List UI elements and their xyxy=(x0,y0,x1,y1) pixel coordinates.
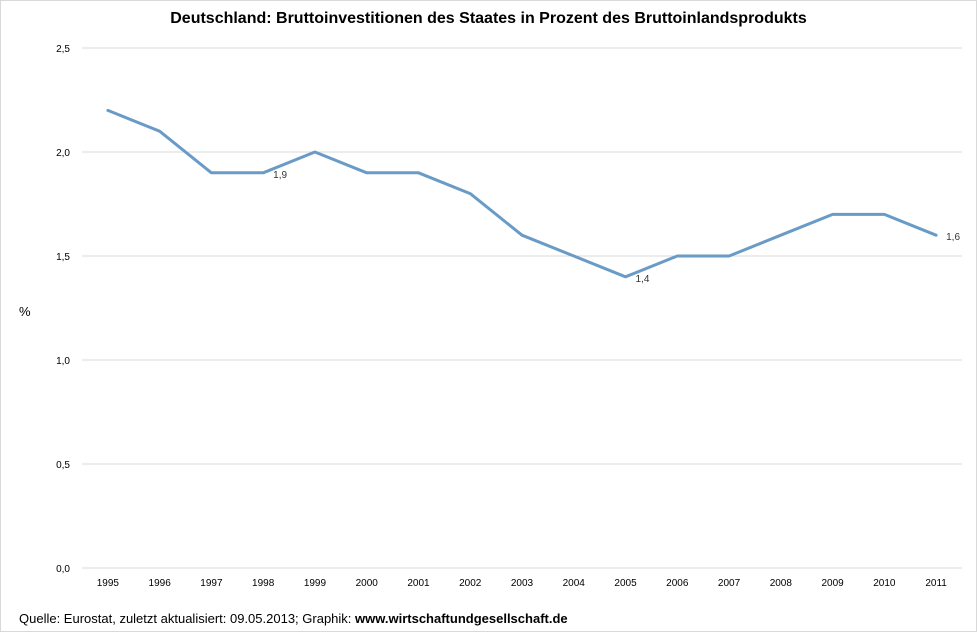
source-prefix: Quelle: Eurostat, zuletzt aktualisiert: … xyxy=(19,611,356,626)
y-tick-label: 1,0 xyxy=(56,356,70,367)
x-tick-label: 2011 xyxy=(925,578,947,589)
gridlines xyxy=(82,47,962,569)
y-tick-label: 1,5 xyxy=(56,252,70,263)
x-tick-labels: 1995 1996 1997 1998 1999 2000 2001 2002 2003 2004… xyxy=(97,578,948,589)
series-line xyxy=(106,108,938,279)
source-note: Quelle: Eurostat, zuletzt aktualisiert: … xyxy=(19,611,568,626)
x-tick-label: 1996 xyxy=(149,578,172,589)
y-axis-label: % xyxy=(19,304,31,319)
y-tick-labels: 0,0 0,5 1,0 1,5 2,0 2,5 xyxy=(56,44,70,575)
data-label: 1,6 xyxy=(946,232,960,243)
x-tick-label: 2004 xyxy=(563,578,586,589)
x-tick-label: 2010 xyxy=(873,578,896,589)
x-tick-label: 1995 xyxy=(97,578,120,589)
x-tick-label: 2007 xyxy=(718,578,741,589)
x-tick-label: 2006 xyxy=(666,578,689,589)
x-tick-label: 2001 xyxy=(407,578,430,589)
x-tick-label: 2002 xyxy=(459,578,482,589)
y-tick-label: 2,0 xyxy=(56,148,70,159)
chart-title: Deutschland: Bruttoinvestitionen des Sta… xyxy=(170,10,807,27)
x-tick-label: 2003 xyxy=(511,578,534,589)
x-tick-label: 1999 xyxy=(304,578,327,589)
x-tick-label: 2008 xyxy=(770,578,793,589)
source-link[interactable]: www.wirtschaftundgesellschaft.de xyxy=(355,611,568,626)
y-tick-label: 0,0 xyxy=(56,564,70,575)
y-tick-label: 2,5 xyxy=(56,44,70,55)
y-tick-label: 0,5 xyxy=(56,460,70,471)
x-tick-label: 2005 xyxy=(614,578,637,589)
data-label: 1,4 xyxy=(636,274,650,285)
data-labels: 1,9 1,4 1,6 xyxy=(273,170,960,285)
series-polyline xyxy=(106,108,938,279)
data-label: 1,9 xyxy=(273,170,287,181)
x-tick-label: 1997 xyxy=(200,578,223,589)
x-tick-label: 1998 xyxy=(252,578,275,589)
x-tick-label: 2000 xyxy=(356,578,379,589)
x-tick-label: 2009 xyxy=(821,578,844,589)
